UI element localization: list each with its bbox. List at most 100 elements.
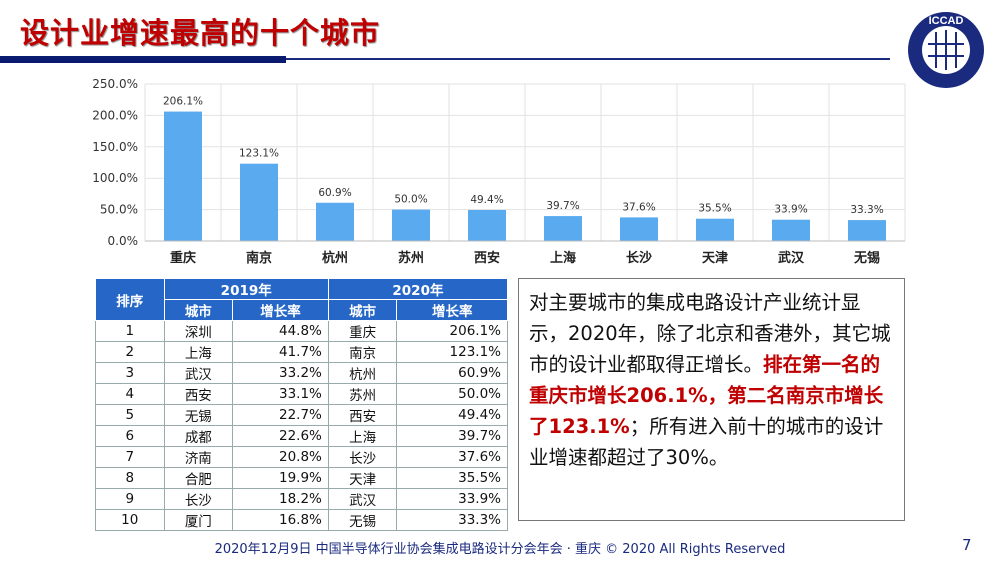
iccad-logo: ICCAD [908, 12, 984, 88]
table-cell: 44.8% [232, 320, 329, 342]
year-header-2020: 2020年 [327, 278, 509, 300]
data-label: 35.5% [698, 203, 731, 215]
table-cell: 33.9% [396, 488, 508, 510]
bar [468, 209, 506, 241]
table-cell: 10 [95, 509, 165, 531]
y-tick-label: 0.0% [108, 234, 139, 248]
year-header-2019: 2019年 [163, 278, 329, 300]
footer: 2020年12月9日 中国半导体行业协会集成电路设计分会年会 · 重庆 © 20… [214, 542, 786, 557]
table-cell: 33.3% [396, 509, 508, 531]
table-cell: 济南 [163, 446, 234, 468]
data-label: 33.3% [850, 204, 883, 216]
x-tick-label: 无锡 [853, 250, 880, 266]
summary-textbox: 对主要城市的集成电路设计产业统计显示，2020年，除了北京和香港外，其它城市的设… [518, 278, 905, 521]
table-cell: 成都 [163, 425, 234, 447]
col-header: 增长率 [396, 299, 508, 321]
bar [696, 218, 734, 241]
col-header: 城市 [327, 299, 398, 321]
rank-header: 排序 [95, 278, 165, 321]
table-cell: 厦门 [163, 509, 234, 531]
page-title: 设计业增速最高的十个城市 [20, 16, 381, 50]
table-cell: 7 [95, 446, 165, 468]
y-tick-label: 100.0% [92, 171, 138, 185]
table-cell: 杭州 [327, 362, 398, 384]
table-cell: 41.7% [232, 341, 329, 363]
table-cell: 6 [95, 425, 165, 447]
bar [316, 202, 354, 241]
table-cell: 50.0% [396, 383, 508, 405]
data-label: 50.0% [394, 194, 427, 206]
summary-text: 对主要城市的集成电路设计产业统计显示，2020年，除了北京和香港外，其它城市的设… [529, 291, 891, 376]
table-cell: 武汉 [327, 488, 398, 510]
data-label: 123.1% [239, 148, 279, 160]
table-cell: 3 [95, 362, 165, 384]
y-tick-label: 150.0% [92, 140, 138, 154]
page-number: 7 [962, 536, 972, 554]
table-cell: 深圳 [163, 320, 234, 342]
table-row: 1 深圳 44.8% 重庆 206.1% [95, 320, 508, 342]
data-label: 37.6% [622, 201, 655, 213]
table-cell: 重庆 [327, 320, 398, 342]
table-cell: 2 [95, 341, 165, 363]
table-cell: 西安 [327, 404, 398, 426]
data-label: 49.4% [470, 194, 503, 206]
table-cell: 37.6% [396, 446, 508, 468]
x-tick-label: 长沙 [626, 250, 652, 266]
data-label: 206.1% [163, 96, 203, 108]
table-cell: 9 [95, 488, 165, 510]
data-label: 39.7% [546, 200, 579, 212]
bar [240, 163, 278, 241]
ranking-table: 排序 2019年 2020年 城市 增长率 城市 增长率 1 深圳 44.8% 重庆 2… [95, 278, 509, 531]
x-tick-label: 重庆 [170, 250, 196, 266]
summary-highlight: 排在第一名的重庆市增长206.1%，第二名南京市增长了123.1% [529, 353, 884, 438]
table-row: 10 厦门 16.8% 无锡 33.3% [95, 509, 508, 531]
title-underline-thick [0, 56, 286, 63]
table-cell: 上海 [163, 341, 234, 363]
y-tick-label: 250.0% [92, 77, 138, 91]
table-row: 9 长沙 18.2% 武汉 33.9% [95, 488, 508, 510]
table-cell: 206.1% [396, 320, 508, 342]
table-cell: 19.9% [232, 467, 329, 489]
bar [544, 216, 582, 241]
table-cell: 西安 [163, 383, 234, 405]
table-cell: 苏州 [327, 383, 398, 405]
table-cell: 长沙 [327, 446, 398, 468]
x-tick-label: 上海 [550, 250, 576, 266]
data-label: 33.9% [774, 204, 807, 216]
table-row: 4 西安 33.1% 苏州 50.0% [95, 383, 508, 405]
table-cell: 无锡 [163, 404, 234, 426]
table-cell: 8 [95, 467, 165, 489]
table-cell: 无锡 [327, 509, 398, 531]
table-row: 2 上海 41.7% 南京 123.1% [95, 341, 508, 363]
table-cell: 合肥 [163, 467, 234, 489]
table-cell: 1 [95, 320, 165, 342]
bar [772, 219, 810, 241]
table-cell: 长沙 [163, 488, 234, 510]
table-cell: 5 [95, 404, 165, 426]
bar [620, 217, 658, 241]
table-row: 7 济南 20.8% 长沙 37.6% [95, 446, 508, 468]
x-tick-label: 南京 [246, 250, 272, 266]
table-row: 5 无锡 22.7% 西安 49.4% [95, 404, 508, 426]
y-tick-label: 200.0% [92, 108, 138, 122]
col-header: 城市 [163, 299, 234, 321]
table-cell: 上海 [327, 425, 398, 447]
table-cell: 22.7% [232, 404, 329, 426]
table-cell: 35.5% [396, 467, 508, 489]
table-cell: 33.1% [232, 383, 329, 405]
y-tick-label: 50.0% [100, 203, 138, 217]
table-cell: 18.2% [232, 488, 329, 510]
table-cell: 16.8% [232, 509, 329, 531]
table-cell: 20.8% [232, 446, 329, 468]
table-cell: 天津 [327, 467, 398, 489]
bar [164, 111, 202, 241]
x-tick-label: 杭州 [322, 250, 348, 266]
table-cell: 60.9% [396, 362, 508, 384]
table-cell: 22.6% [232, 425, 329, 447]
data-label: 60.9% [318, 187, 351, 199]
table-cell: 33.2% [232, 362, 329, 384]
x-tick-label: 西安 [474, 250, 500, 266]
table-cell: 4 [95, 383, 165, 405]
bar [848, 220, 886, 241]
summary-text: ；所有进入前十的城市的设计业增速都超过了30%。 [529, 415, 884, 469]
